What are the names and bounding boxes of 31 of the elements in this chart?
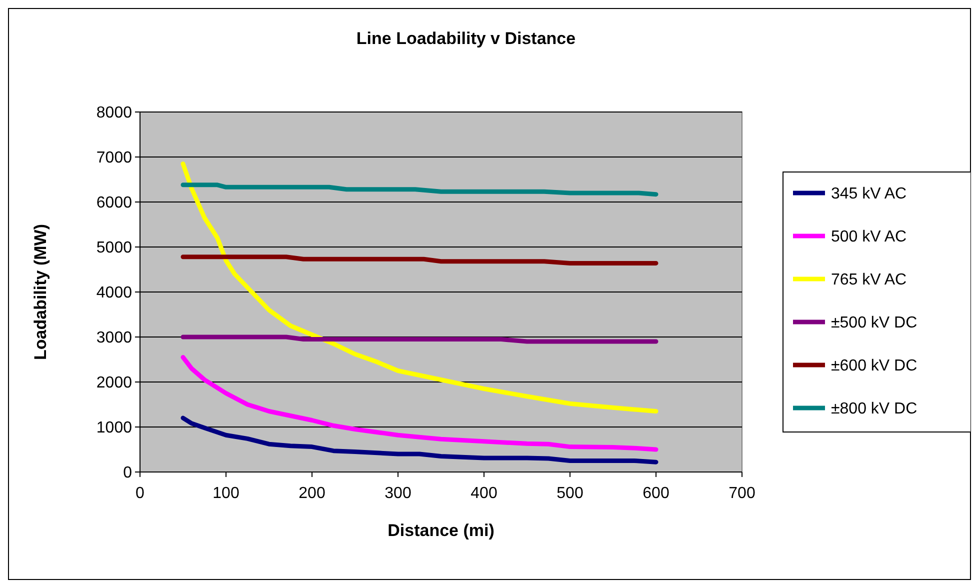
legend-label: 765 kV AC [831, 272, 907, 289]
x-tick-label: 700 [728, 485, 756, 502]
x-tick-label: 0 [136, 485, 145, 502]
line-series [180, 254, 658, 266]
x-axis-title: Distance (mi) [388, 521, 494, 540]
y-tick-label: 7000 [96, 150, 132, 167]
y-tick-label: 6000 [96, 194, 132, 212]
y-tick-label: 2000 [96, 374, 132, 392]
y-tick-label: 4000 [96, 284, 132, 302]
x-tick-label: 100 [212, 485, 240, 502]
y-tick-label: 3000 [96, 330, 132, 347]
x-tick-label: 500 [556, 485, 584, 502]
x-tick-label: 600 [642, 485, 670, 502]
legend-label: 345 kV AC [831, 186, 907, 203]
y-axis-title: Loadability (MW) [31, 224, 50, 360]
line-series [180, 162, 658, 414]
x-tick-label: 400 [470, 485, 498, 502]
y-tick-label: 8000 [96, 104, 132, 122]
x-tick-label: 300 [384, 485, 412, 502]
legend-label: 500 kV AC [831, 228, 907, 246]
legend-label: ±500 kV DC [831, 314, 918, 332]
legend-label: ±600 kV DC [831, 358, 918, 375]
line-series [180, 355, 658, 452]
legend-label: ±800 kV DC [831, 400, 918, 418]
chart-title: Line Loadability v Distance [356, 29, 576, 48]
y-tick-label: 1000 [96, 420, 132, 437]
y-tick-label: 0 [123, 464, 132, 482]
line-series [180, 182, 658, 197]
line-series [180, 416, 658, 464]
y-tick-label: 5000 [96, 240, 132, 257]
x-tick-label: 200 [298, 485, 326, 502]
